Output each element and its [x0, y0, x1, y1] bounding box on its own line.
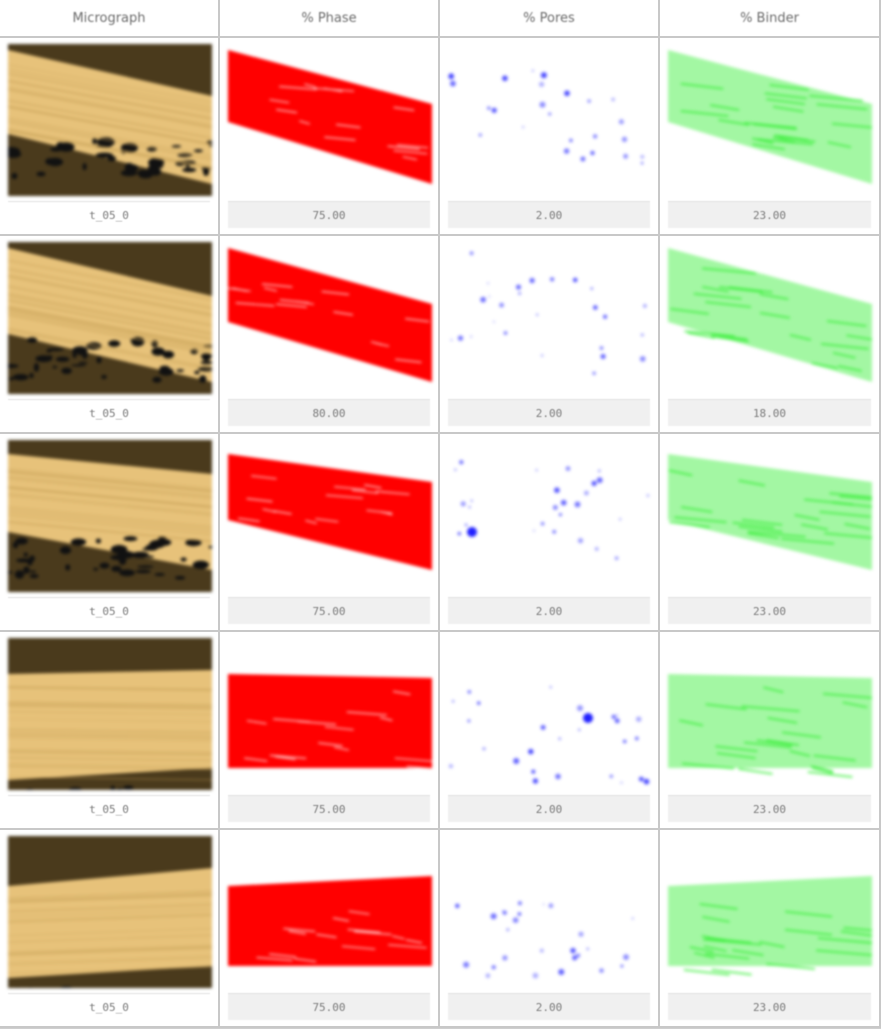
phase-cell: 75.00	[220, 38, 440, 236]
phase-cell: 75.00	[220, 434, 440, 632]
micrograph-image	[8, 440, 212, 592]
micrograph-label: t_05_0	[8, 597, 210, 624]
pores-cell: 2.00	[440, 434, 660, 632]
binder-cell: 23.00	[660, 830, 881, 1028]
binder-value: 18.00	[668, 399, 871, 426]
binder-segmentation-image	[668, 876, 872, 976]
pores-cell: 2.00	[440, 632, 660, 830]
phase-cell: 75.00	[220, 830, 440, 1028]
pores-segmentation-image	[454, 460, 650, 560]
binder-value: 23.00	[668, 795, 871, 822]
header-pores-label: % Pores	[523, 10, 575, 26]
pores-segmentation-image	[448, 69, 644, 165]
micro-cell: t_05_0	[0, 38, 220, 236]
binder-segmentation-image	[668, 454, 872, 570]
binder-segmentation-image	[668, 50, 872, 184]
phase-value: 75.00	[228, 597, 430, 624]
pores-value: 2.00	[448, 993, 650, 1020]
pores-value: 2.00	[448, 399, 650, 426]
phase-cell: 75.00	[220, 632, 440, 830]
pores-segmentation-image	[455, 901, 634, 979]
pores-cell: 2.00	[440, 38, 660, 236]
pores-segmentation-image	[450, 251, 647, 375]
phase-value: 75.00	[228, 201, 430, 228]
micro-cell: t_05_0	[0, 236, 220, 434]
phase-value: 75.00	[228, 993, 430, 1020]
pores-value: 2.00	[448, 597, 650, 624]
phase-segmentation-image	[228, 876, 432, 966]
binder-value: 23.00	[668, 597, 871, 624]
binder-cell: 18.00	[660, 236, 881, 434]
header-pores: % Pores	[440, 0, 660, 38]
binder-value: 23.00	[668, 993, 871, 1020]
header-binder-label: % Binder	[740, 10, 799, 26]
phase-cell: 80.00	[220, 236, 440, 434]
header-micrograph-label: Micrograph	[72, 10, 146, 26]
phase-segmentation-image	[228, 454, 432, 570]
micro-cell: t_05_0	[0, 830, 220, 1028]
micrograph-image	[8, 242, 212, 394]
micrograph-label: t_05_0	[8, 795, 210, 822]
micrograph-label: t_05_0	[8, 201, 210, 228]
micrograph-image	[8, 836, 212, 988]
pores-cell: 2.00	[440, 236, 660, 434]
micrograph-label: t_05_0	[8, 399, 210, 426]
pores-segmentation-image	[448, 686, 650, 785]
micrograph-image	[8, 44, 212, 196]
binder-segmentation-image	[668, 674, 872, 778]
phase-segmentation-image	[228, 248, 432, 382]
binder-value: 23.00	[668, 201, 871, 228]
header-micrograph: Micrograph	[0, 0, 220, 38]
pores-value: 2.00	[448, 201, 650, 228]
header-phase-label: % Phase	[301, 10, 357, 26]
micro-cell: t_05_0	[0, 434, 220, 632]
micrograph-image	[8, 638, 212, 790]
phase-value: 80.00	[228, 399, 430, 426]
phase-value: 75.00	[228, 795, 430, 822]
binder-cell: 23.00	[660, 632, 881, 830]
micrograph-label: t_05_0	[8, 993, 210, 1020]
binder-cell: 23.00	[660, 434, 881, 632]
pores-value: 2.00	[448, 795, 650, 822]
micro-cell: t_05_0	[0, 632, 220, 830]
pores-cell: 2.00	[440, 830, 660, 1028]
binder-cell: 23.00	[660, 38, 881, 236]
phase-segmentation-image	[228, 674, 432, 770]
binder-segmentation-image	[668, 248, 872, 382]
header-binder: % Binder	[660, 0, 881, 38]
phase-segmentation-image	[228, 50, 432, 184]
header-phase: % Phase	[220, 0, 440, 38]
